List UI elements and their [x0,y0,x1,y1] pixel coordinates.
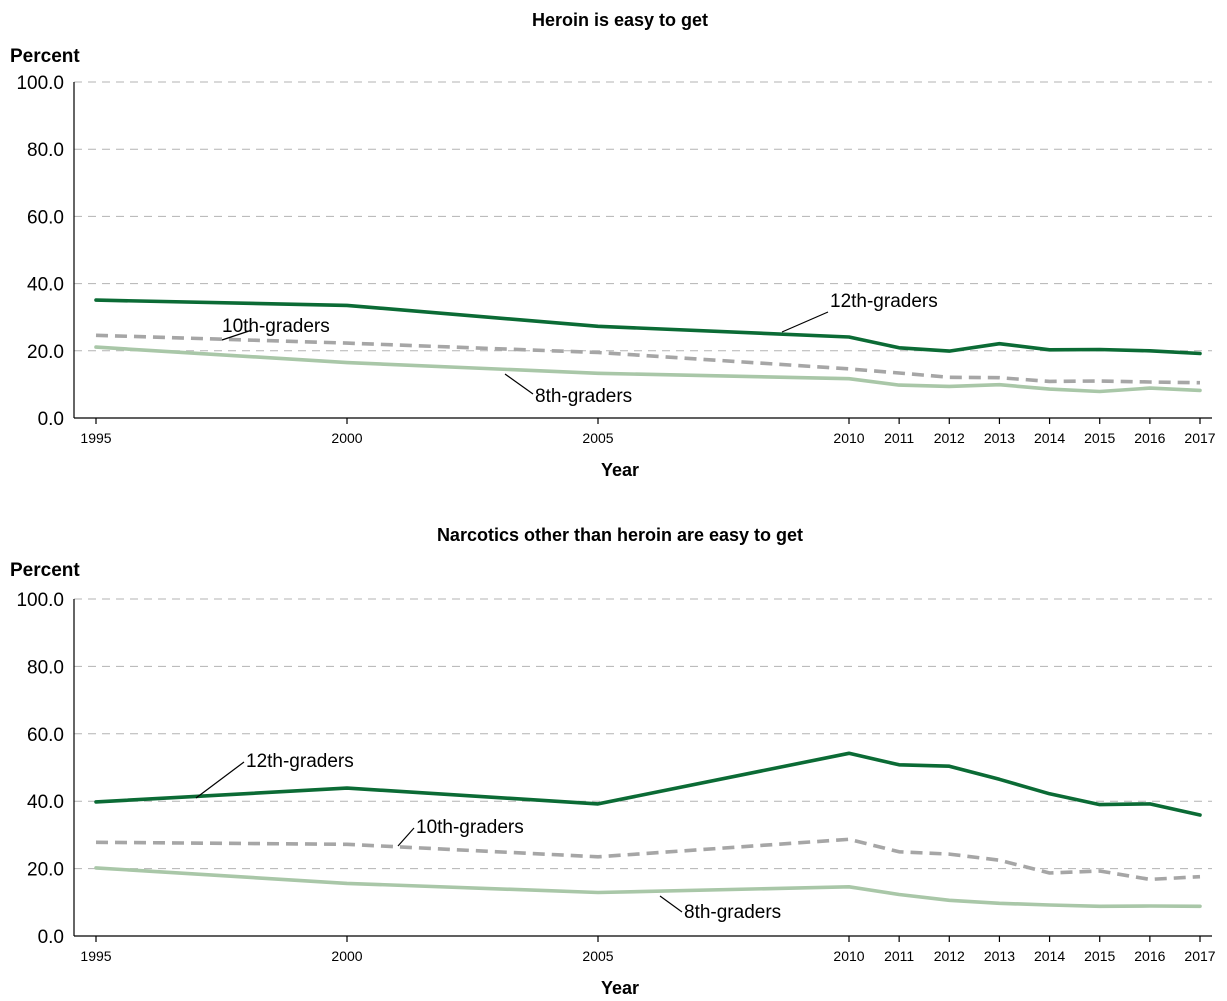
series-line-12th-graders [94,751,1202,817]
x-tick-label: 2010 [833,948,864,964]
series-line-10th-graders [95,837,1201,882]
series-line-8th-graders [94,866,1202,909]
y-axis-label: Percent [10,560,80,581]
x-tick-label: 2010 [833,430,864,446]
x-tick-label: 2000 [331,948,362,964]
series-line-12th-graders [94,298,1202,356]
series-annotation: 10th-graders [416,817,524,838]
x-tick-label: 2011 [884,430,914,446]
annotation-leader [195,761,245,799]
x-axis-label: Year [601,460,639,480]
series-line-8th-graders [94,345,1202,394]
y-tick-label: 60.0 [27,725,64,746]
annotation-leader [504,373,534,395]
series-annotation: 12th-graders [246,751,354,772]
y-tick-label: 40.0 [27,275,64,296]
series-annotation: 8th-graders [684,902,781,923]
x-tick-label: 2012 [934,948,965,964]
annotation-leader [781,311,829,333]
annotation-leader [221,329,253,341]
y-tick-label: 0.0 [38,927,64,948]
x-tick-label: 2013 [984,948,1015,964]
y-tick-label: 40.0 [27,792,64,813]
x-tick-label: 1995 [80,430,111,446]
y-tick-label: 100.0 [16,590,64,611]
x-tick-label: 2015 [1084,430,1115,446]
y-axis-label: Percent [10,46,80,67]
x-tick-label: 2016 [1134,430,1165,446]
x-tick-label: 2017 [1184,948,1215,964]
x-tick-label: 2014 [1034,948,1065,964]
x-tick-label: 2012 [934,430,965,446]
y-tick-label: 80.0 [27,140,64,161]
y-tick-label: 20.0 [27,342,64,363]
chart-panel-narcotics: Narcotics other than heroin are easy to … [10,525,1216,998]
x-tick-label: 2017 [1184,430,1215,446]
series-annotation: 8th-graders [535,386,632,407]
chart-panel-heroin: Heroin is easy to get Percent 0.0 20.0 40.0 6… [10,10,1216,480]
annotation-leader [659,895,683,913]
x-tick-label: 2011 [884,948,914,964]
x-tick-label: 2000 [331,430,362,446]
x-tick-label: 2016 [1134,948,1165,964]
x-tick-label: 1995 [80,948,111,964]
x-tick-label: 2013 [984,430,1015,446]
x-tick-label: 2005 [582,948,613,964]
y-tick-label: 80.0 [27,657,64,678]
annotation-leader [397,827,415,847]
x-tick-label: 2015 [1084,948,1115,964]
x-tick-label: 2005 [582,430,613,446]
chart-title: Heroin is easy to get [532,10,708,30]
series-annotation: 12th-graders [830,291,938,312]
series-annotation: 10th-graders [222,316,330,337]
x-tick-label: 2014 [1034,430,1065,446]
chart-title: Narcotics other than heroin are easy to … [437,525,803,545]
y-tick-label: 60.0 [27,207,64,228]
y-tick-label: 20.0 [27,860,64,881]
y-tick-label: 100.0 [16,73,64,94]
x-axis-label: Year [601,978,639,998]
y-tick-label: 0.0 [38,409,64,430]
series-line-10th-graders [95,333,1201,385]
